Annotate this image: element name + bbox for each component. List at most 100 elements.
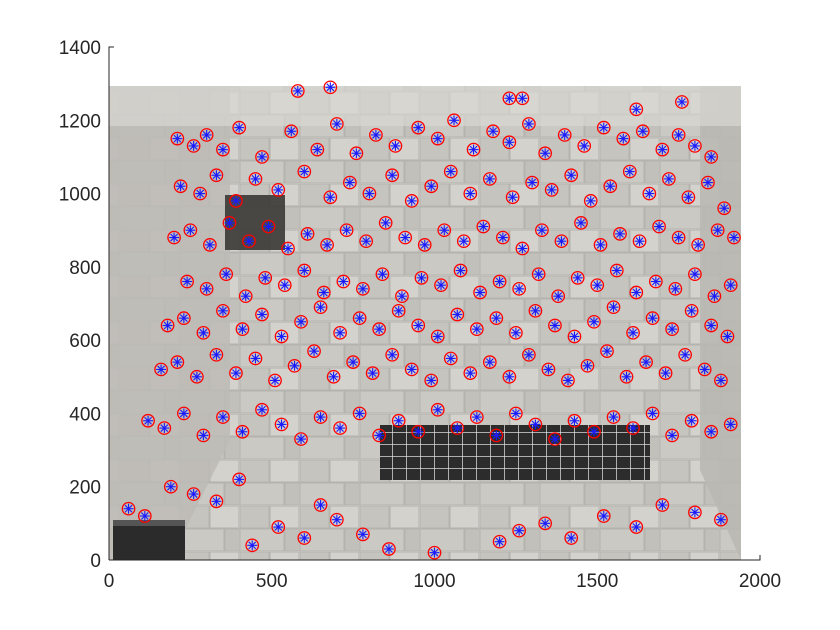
feature-point bbox=[430, 329, 445, 344]
feature-point bbox=[443, 351, 458, 366]
y-tick-label: 200 bbox=[69, 478, 101, 499]
feature-point bbox=[180, 274, 194, 289]
feature-point bbox=[450, 421, 465, 435]
feature-point bbox=[274, 329, 289, 344]
feature-point bbox=[316, 285, 331, 300]
feature-point bbox=[417, 238, 432, 252]
feature-point bbox=[186, 487, 201, 501]
y-tick-label: 0 bbox=[90, 551, 101, 572]
feature-point bbox=[720, 329, 735, 344]
feature-point bbox=[502, 369, 517, 384]
feature-point bbox=[671, 230, 686, 245]
feature-point bbox=[622, 164, 637, 179]
y-tick-label: 800 bbox=[69, 258, 101, 279]
feature-point bbox=[606, 300, 621, 315]
feature-point bbox=[447, 113, 461, 128]
feature-point bbox=[404, 194, 419, 208]
feature-point bbox=[593, 238, 608, 252]
feature-point bbox=[235, 424, 250, 439]
feature-point bbox=[567, 413, 582, 428]
feature-point bbox=[492, 534, 507, 549]
feature-point bbox=[515, 241, 530, 256]
feature-point bbox=[209, 347, 224, 362]
feature-point bbox=[294, 432, 308, 446]
feature-point bbox=[557, 128, 572, 142]
feature-point bbox=[199, 128, 214, 142]
y-tick-labels: 0 200 400 600 800 1000 1200 1400 bbox=[59, 38, 101, 572]
feature-point bbox=[297, 263, 312, 278]
feature-point bbox=[538, 516, 553, 531]
feature-point bbox=[333, 421, 347, 435]
feature-point bbox=[203, 238, 217, 252]
feature-point bbox=[277, 278, 292, 293]
feature-point bbox=[496, 230, 510, 245]
feature-point bbox=[635, 124, 650, 139]
feature-point bbox=[424, 179, 439, 194]
feature-point bbox=[583, 194, 598, 208]
feature-point bbox=[548, 432, 562, 446]
feature-point bbox=[600, 344, 614, 358]
feature-point bbox=[723, 417, 738, 432]
feature-point bbox=[541, 362, 556, 377]
feature-point bbox=[382, 542, 396, 556]
feature-point bbox=[271, 520, 286, 534]
feature-point bbox=[196, 325, 211, 340]
y-tick-label: 1200 bbox=[59, 111, 101, 132]
feature-point bbox=[356, 527, 370, 542]
feature-point bbox=[645, 311, 660, 326]
feature-point bbox=[255, 402, 269, 417]
y-tick-label: 1000 bbox=[59, 185, 101, 206]
feature-point bbox=[333, 325, 347, 340]
feature-point bbox=[632, 234, 647, 249]
feature-point bbox=[482, 172, 497, 186]
feature-point bbox=[512, 523, 526, 538]
feature-point bbox=[307, 344, 321, 358]
feature-point bbox=[538, 146, 553, 161]
feature-point bbox=[590, 278, 605, 293]
feature-point bbox=[177, 311, 191, 326]
feature-point bbox=[603, 179, 618, 194]
feature-point bbox=[561, 373, 575, 388]
feature-point bbox=[502, 135, 517, 150]
feature-point bbox=[310, 142, 325, 157]
feature-point bbox=[274, 417, 289, 432]
feature-point bbox=[121, 501, 136, 516]
feature-point bbox=[385, 168, 400, 183]
feature-point bbox=[639, 355, 653, 369]
feature-point bbox=[469, 322, 484, 336]
feature-point bbox=[688, 139, 702, 153]
feature-point bbox=[681, 190, 696, 205]
feature-point bbox=[378, 216, 393, 230]
feature-point bbox=[365, 366, 380, 380]
feature-point bbox=[385, 347, 400, 362]
feature-point bbox=[723, 278, 738, 293]
feature-point bbox=[141, 413, 155, 428]
feature-point bbox=[284, 124, 299, 139]
feature-point bbox=[170, 355, 185, 369]
x-axis-line bbox=[109, 555, 761, 561]
feature-point bbox=[183, 223, 198, 238]
feature-point bbox=[655, 142, 670, 157]
feature-point bbox=[300, 227, 315, 241]
feature-point bbox=[551, 289, 566, 304]
feature-point bbox=[411, 424, 426, 439]
feature-point bbox=[554, 234, 569, 249]
feature-point bbox=[522, 347, 536, 362]
feature-point bbox=[391, 303, 406, 318]
feature-point bbox=[596, 509, 611, 523]
feature-point bbox=[525, 175, 540, 190]
feature-point bbox=[375, 267, 390, 282]
feature-point bbox=[564, 531, 579, 545]
feature-point bbox=[466, 142, 481, 157]
feature-point bbox=[665, 428, 679, 443]
feature-point bbox=[691, 238, 706, 252]
feature-point bbox=[512, 281, 526, 296]
feature-point bbox=[707, 289, 722, 304]
feature-point bbox=[238, 289, 253, 304]
feature-point bbox=[476, 219, 491, 234]
feature-point bbox=[684, 303, 699, 318]
feature-point bbox=[404, 362, 419, 377]
feature-point bbox=[163, 479, 178, 494]
feature-point bbox=[665, 322, 679, 336]
feature-point bbox=[411, 318, 426, 333]
